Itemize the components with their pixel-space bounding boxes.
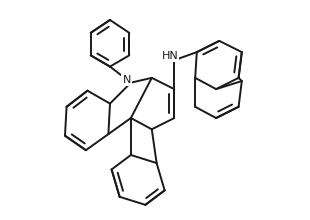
Text: HN: HN <box>162 51 178 61</box>
Text: N: N <box>122 75 131 85</box>
